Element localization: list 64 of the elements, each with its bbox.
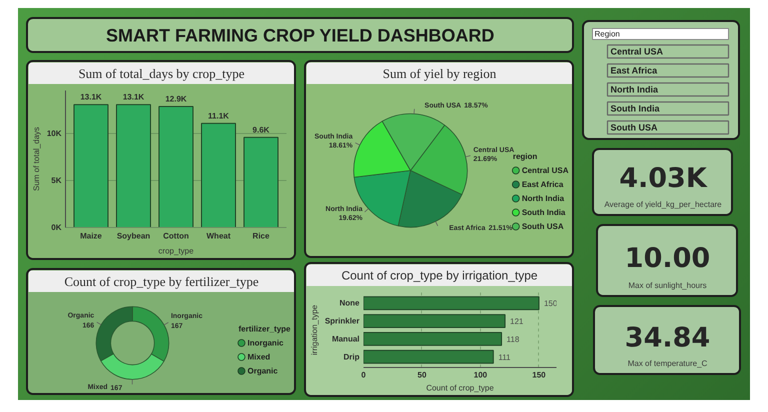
legend-label: Mixed: [247, 352, 270, 362]
bar: [158, 106, 194, 228]
x-tick-label: Wheat: [206, 232, 231, 240]
legend-label: Organic: [247, 366, 278, 376]
x-axis-title: crop_type: [158, 246, 194, 256]
text: 4.03K: [619, 163, 708, 194]
y-axis-title: Sum of total_days: [32, 126, 41, 192]
text: Max of temperature_C: [628, 359, 708, 368]
text: 34.84: [624, 322, 710, 354]
data-label: 12.9K: [165, 94, 187, 104]
text: Average of yield_kg_per_hectare: [604, 200, 722, 209]
y-axis-title: irrigation_type: [310, 304, 319, 356]
text: Max of sunlight_hours: [628, 281, 707, 290]
x-tick-label: 0: [361, 370, 366, 380]
y-tick-label: None: [340, 298, 360, 308]
text: South USA: [610, 122, 658, 132]
text: 10.00: [624, 242, 710, 274]
bar: [364, 332, 502, 346]
legend-title: fertilizer_type: [238, 324, 292, 334]
chart-title: Sum of total_days by crop_type: [78, 66, 245, 81]
x-tick-label: 100: [474, 370, 488, 380]
data-label: 9.6K: [252, 125, 270, 134]
text: Central USA: [610, 46, 664, 56]
text: North India: [610, 84, 659, 94]
legend-label: Central USA: [522, 166, 569, 175]
x-axis-title: Count of crop_type: [426, 384, 494, 392]
text: SMART FARMING CROP YIELD DASHBOARD: [106, 26, 494, 46]
legend-label: North India: [522, 194, 565, 203]
bar: [364, 314, 506, 328]
chart-title: Count of crop_type by irrigation_type: [341, 268, 538, 282]
y-tick-label: Manual: [332, 334, 360, 344]
x-tick-label: Maize: [80, 232, 102, 240]
data-label: 111: [498, 352, 512, 362]
x-tick-label: 150: [532, 370, 546, 380]
y-tick-label: Sprinkler: [324, 316, 360, 326]
y-tick-label: 10K: [46, 129, 62, 138]
data-label: 13.1K: [80, 92, 102, 102]
bar: [364, 296, 540, 310]
bar: [74, 104, 108, 228]
bar: [116, 104, 151, 228]
y-tick-label: 5K: [51, 176, 62, 186]
chart-title: Count of crop_type by fertilizer_type: [64, 274, 259, 289]
data-label: 13.1K: [122, 92, 144, 102]
legend-title: region: [512, 152, 538, 161]
chart-title: Sum of yiel by region: [382, 66, 497, 81]
text: Region: [594, 30, 620, 38]
y-tick-label: Drip: [344, 352, 360, 362]
x-tick-label: Soybean: [116, 232, 150, 240]
legend-label: Inorganic: [247, 338, 284, 348]
x-tick-label: Rice: [252, 232, 270, 240]
text: South India: [610, 104, 660, 114]
bar: [244, 136, 278, 228]
legend-label: South USA: [522, 222, 564, 231]
x-tick-label: Cotton: [163, 232, 189, 240]
data-label: 11.1K: [208, 111, 230, 120]
text: East Africa: [610, 66, 658, 76]
y-tick-label: 0K: [51, 223, 62, 232]
data-label: 121: [510, 317, 524, 326]
x-tick-label: 50: [418, 370, 427, 380]
bar: [201, 122, 236, 228]
data-label: 118: [506, 334, 520, 344]
legend-label: East Africa: [522, 180, 564, 189]
bar: [364, 350, 494, 364]
legend-label: South India: [522, 208, 566, 217]
